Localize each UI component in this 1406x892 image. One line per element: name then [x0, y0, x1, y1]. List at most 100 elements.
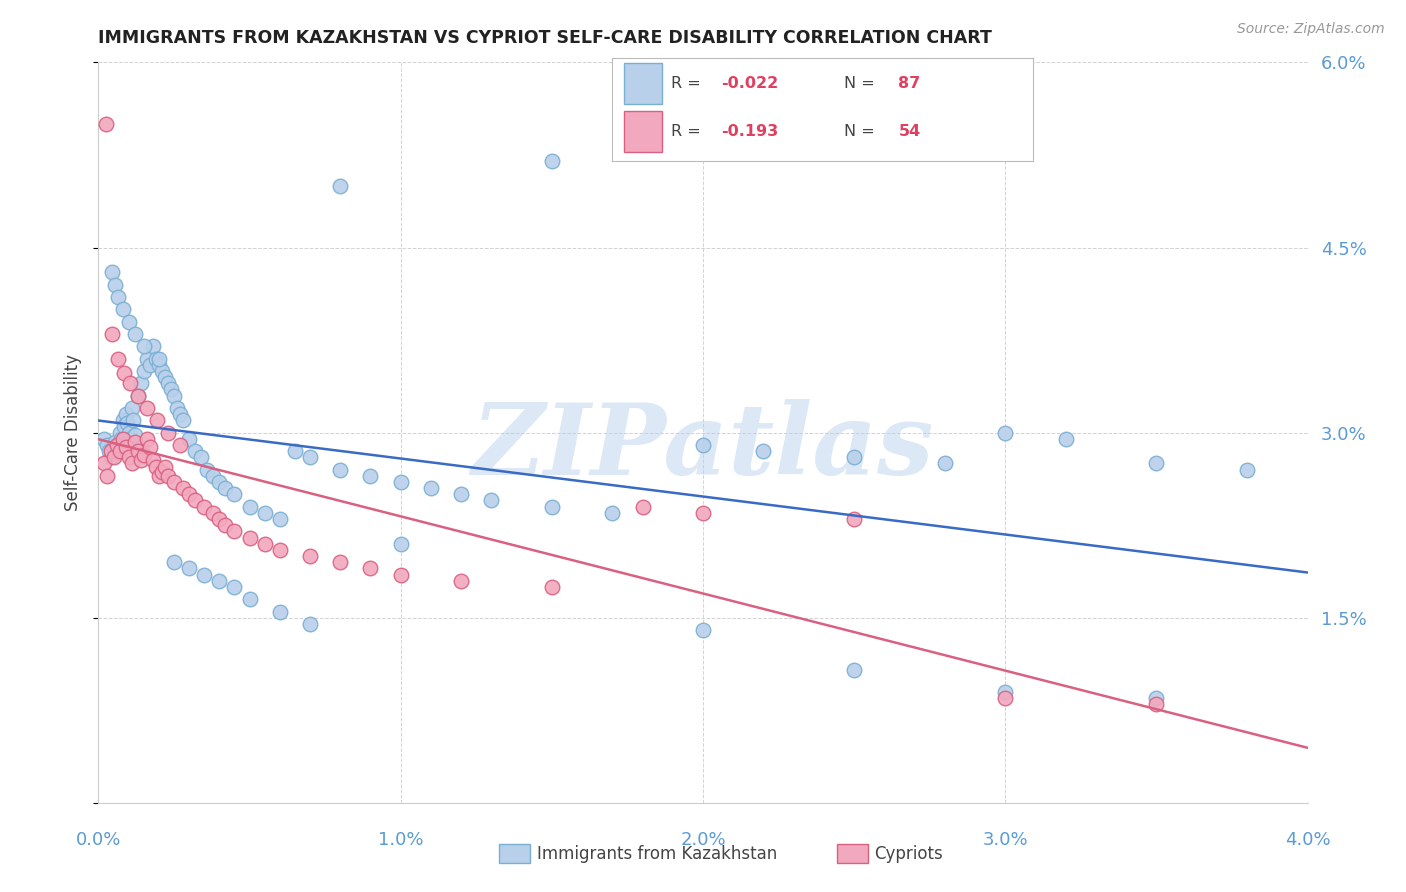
Point — [105, 444, 128, 458]
Point — [163, 388, 186, 402]
Point — [156, 468, 179, 483]
Point — [299, 450, 322, 465]
Point — [692, 506, 714, 520]
Point — [184, 444, 207, 458]
Text: -0.022: -0.022 — [721, 76, 779, 91]
Point — [148, 358, 170, 372]
Point — [481, 493, 503, 508]
Point — [108, 425, 131, 440]
Point — [98, 444, 121, 458]
Point — [153, 460, 176, 475]
Point — [108, 444, 131, 458]
Point — [994, 425, 1017, 440]
Text: IMMIGRANTS FROM KAZAKHSTAN VS CYPRIOT SELF-CARE DISABILITY CORRELATION CHART: IMMIGRANTS FROM KAZAKHSTAN VS CYPRIOT SE… — [98, 29, 993, 47]
Point — [631, 500, 654, 514]
Point — [96, 438, 118, 452]
Point — [253, 536, 276, 550]
Point — [540, 154, 562, 169]
Point — [450, 487, 472, 501]
Point — [540, 580, 562, 594]
Point — [844, 663, 866, 677]
Point — [389, 567, 412, 582]
Point — [172, 413, 194, 427]
Point — [195, 462, 218, 476]
Point — [120, 376, 142, 391]
Point — [127, 388, 149, 402]
Point — [994, 690, 1017, 705]
Point — [269, 512, 291, 526]
Text: 1.0%: 1.0% — [378, 830, 423, 848]
Point — [299, 549, 322, 563]
Point — [118, 450, 141, 465]
Point — [179, 561, 201, 575]
Point — [1146, 697, 1168, 711]
Point — [224, 524, 246, 539]
Text: Source: ZipAtlas.com: Source: ZipAtlas.com — [1237, 22, 1385, 37]
Text: Cypriots: Cypriots — [875, 845, 943, 863]
Point — [93, 432, 115, 446]
Point — [166, 401, 188, 415]
Point — [156, 376, 179, 391]
Text: 3.0%: 3.0% — [983, 830, 1028, 848]
Point — [107, 351, 129, 366]
Point — [111, 413, 134, 427]
Point — [112, 367, 135, 381]
Point — [146, 413, 169, 427]
Point — [269, 605, 291, 619]
Point — [214, 518, 236, 533]
Point — [127, 388, 149, 402]
Point — [752, 444, 775, 458]
Point — [100, 444, 122, 458]
Point — [118, 314, 141, 328]
Point — [602, 506, 624, 520]
Point — [169, 438, 191, 452]
Text: Immigrants from Kazakhstan: Immigrants from Kazakhstan — [537, 845, 778, 863]
Point — [114, 441, 136, 455]
Text: 87: 87 — [898, 76, 921, 91]
Point — [96, 468, 118, 483]
Point — [132, 364, 155, 378]
Point — [389, 536, 412, 550]
Point — [135, 432, 157, 446]
Point — [450, 574, 472, 588]
Y-axis label: Self-Care Disability: Self-Care Disability — [65, 354, 83, 511]
Point — [150, 465, 173, 479]
Point — [163, 555, 186, 569]
Point — [172, 481, 194, 495]
Point — [844, 450, 866, 465]
Text: N =: N = — [844, 76, 880, 91]
Point — [122, 413, 145, 427]
Point — [156, 425, 179, 440]
Point — [110, 432, 132, 446]
Point — [420, 481, 443, 495]
Point — [239, 500, 262, 514]
Point — [132, 339, 155, 353]
Point — [135, 401, 157, 415]
Point — [142, 452, 165, 467]
Point — [179, 432, 201, 446]
Point — [1054, 432, 1077, 446]
Text: R =: R = — [671, 76, 706, 91]
Point — [202, 506, 225, 520]
Point — [153, 370, 176, 384]
Point — [239, 531, 262, 545]
Point — [124, 428, 146, 442]
Point — [1236, 462, 1258, 476]
Point — [107, 438, 129, 452]
Point — [124, 435, 146, 450]
Point — [103, 450, 125, 465]
Point — [224, 487, 246, 501]
Point — [1146, 457, 1168, 471]
Text: 0.0%: 0.0% — [76, 830, 121, 848]
Point — [139, 358, 162, 372]
Point — [150, 364, 173, 378]
Point — [1146, 690, 1168, 705]
Point — [284, 444, 307, 458]
Text: R =: R = — [671, 124, 706, 139]
Point — [253, 506, 276, 520]
Point — [208, 512, 231, 526]
Point — [540, 500, 562, 514]
Text: ZIPatlas: ZIPatlas — [472, 400, 934, 496]
Point — [208, 574, 231, 588]
Bar — [624, 112, 662, 153]
